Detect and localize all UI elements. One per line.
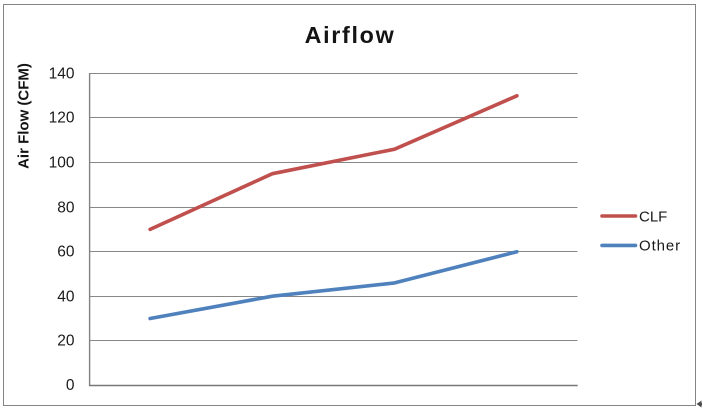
svg-text:40: 40 [57, 289, 75, 306]
svg-text:80: 80 [57, 200, 75, 217]
svg-text:60: 60 [57, 244, 75, 261]
svg-text:120: 120 [49, 110, 75, 127]
svg-text:Air Flow (CFM): Air Flow (CFM) [16, 63, 33, 169]
svg-text:Other: Other [639, 238, 681, 255]
svg-text:100: 100 [49, 155, 75, 172]
svg-text:0: 0 [66, 377, 75, 394]
svg-text:140: 140 [49, 66, 75, 83]
svg-text:CLF: CLF [639, 208, 667, 225]
svg-text:Airflow: Airflow [305, 22, 396, 48]
svg-text:20: 20 [57, 333, 75, 350]
